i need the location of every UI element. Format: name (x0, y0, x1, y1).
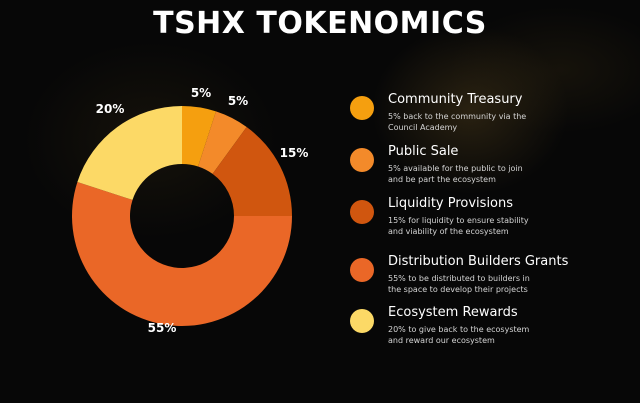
slice-ecosystem-rewards (77, 106, 182, 200)
legend-dot (350, 309, 374, 333)
legend-description: 5% available for the public to join and … (388, 164, 523, 184)
slice-label: 15% (280, 146, 309, 160)
slice-community-treasury (182, 106, 216, 167)
legend-dot (350, 96, 374, 120)
legend-dot (350, 200, 374, 224)
slice-public-sale (198, 111, 247, 174)
legend-item-community-treasury: Community Treasury 5% back to the commun… (346, 92, 636, 140)
legend-label: Ecosystem Rewards (388, 305, 518, 320)
legend-item-liquidity-provisions: Liquidity Provisions 15% for liquidity t… (346, 196, 636, 244)
slice-label: 5% (191, 86, 211, 100)
legend-label: Distribution Builders Grants (388, 254, 569, 269)
slice-liquidity-provisions (212, 127, 292, 216)
legend-description: 55% to be distributed to builders in the… (388, 274, 530, 294)
legend-item-public-sale: Public Sale 5% available for the public … (346, 144, 636, 192)
slice-distribution-builders-grants (71, 182, 292, 327)
slice-label: 20% (96, 102, 125, 116)
legend-dot (350, 258, 374, 282)
legend-dot (350, 148, 374, 172)
legend-description: 20% to give back to the ecosystem and re… (388, 325, 530, 345)
slice-label: 55% (148, 321, 177, 335)
legend-description: 15% for liquidity to ensure stability an… (388, 216, 529, 236)
page-title: TSHX TOKENOMICS (153, 6, 487, 41)
legend-label: Public Sale (388, 144, 459, 159)
legend-item-ecosystem-rewards: Ecosystem Rewards 20% to give back to th… (346, 305, 636, 353)
legend-label: Liquidity Provisions (388, 196, 514, 211)
slice-label: 5% (228, 94, 248, 108)
legend-description: 5% back to the community via the Council… (388, 112, 527, 132)
legend-item-distribution-builders-grants: Distribution Builders Grants 55% to be d… (346, 254, 636, 302)
legend-label: Community Treasury (388, 92, 523, 107)
